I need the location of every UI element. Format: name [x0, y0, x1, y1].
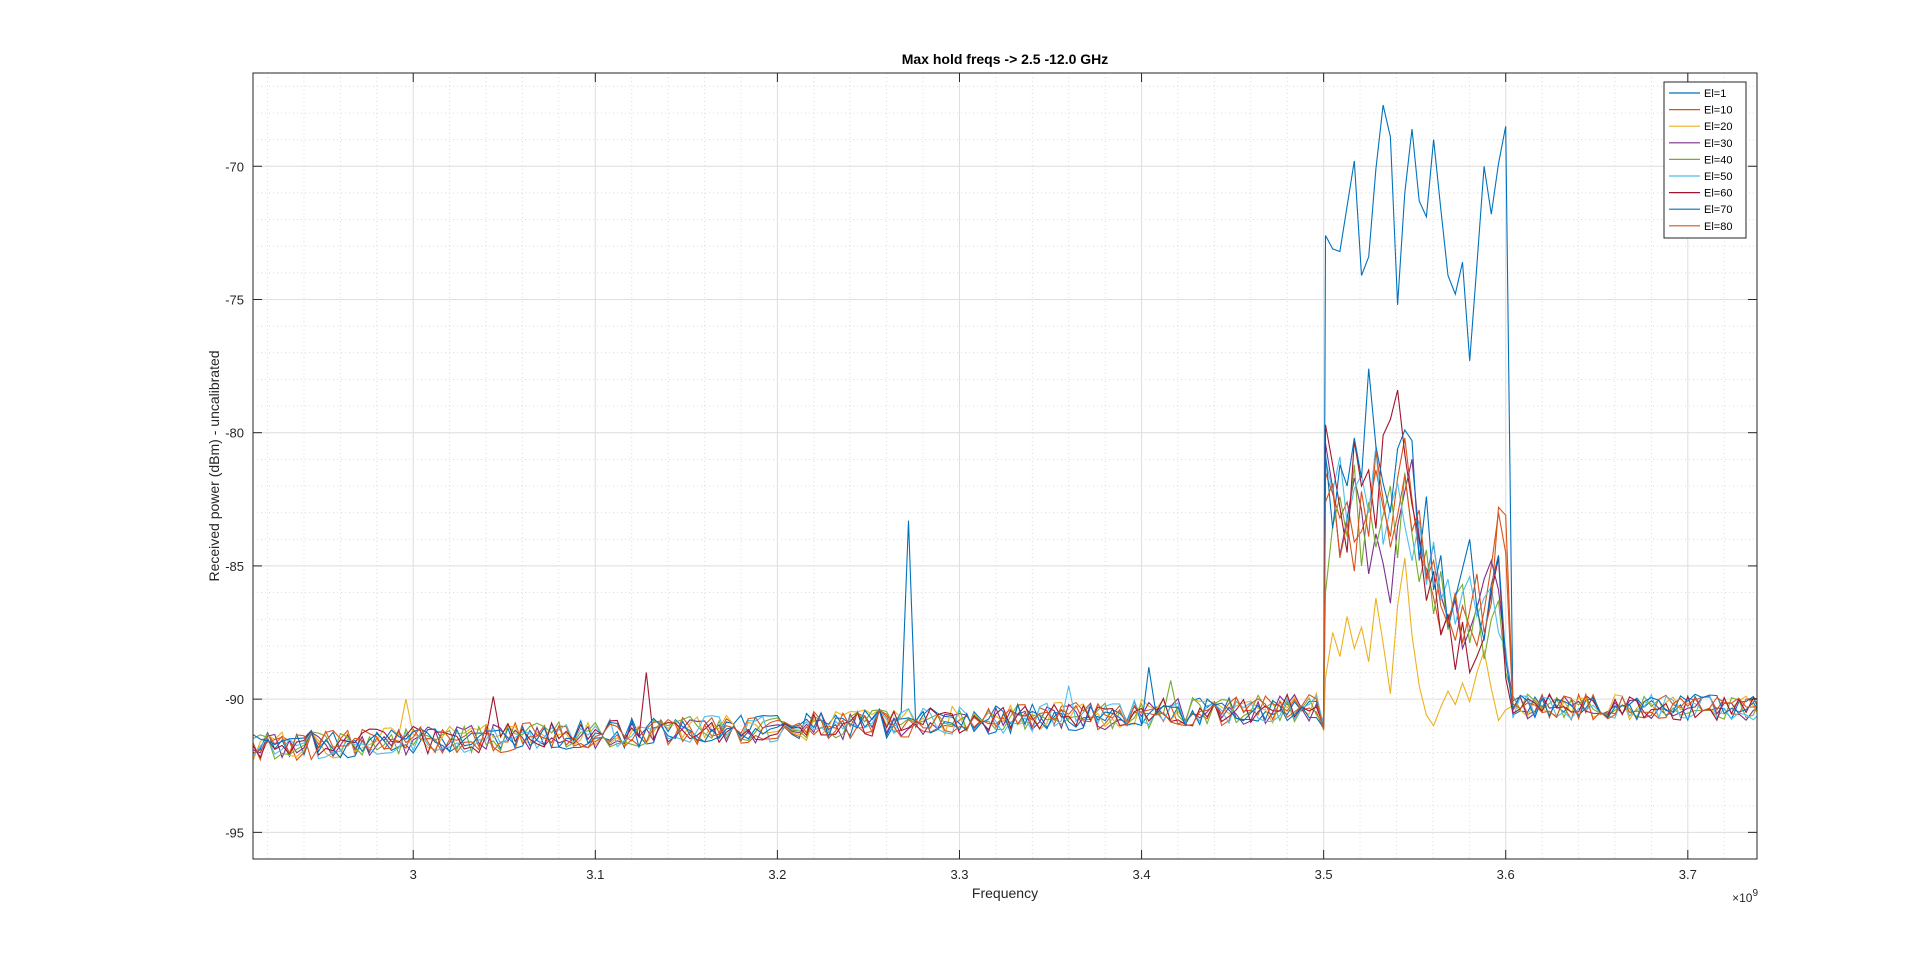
y-axis-label: Received power (dBm) - uncalibrated	[206, 350, 222, 581]
series-line-el-20	[253, 557, 1757, 761]
legend-label: El=40	[1704, 154, 1732, 166]
series-line-el-50	[253, 445, 1757, 760]
y-tick-label: -90	[225, 692, 244, 707]
x-exponent-label: ×109	[1732, 888, 1758, 905]
legend-label: El=50	[1704, 171, 1732, 183]
y-tick-label: -70	[225, 159, 244, 174]
x-axis-label: Frequency	[972, 885, 1038, 901]
legend-label: El=30	[1704, 138, 1732, 150]
series-layer	[253, 104, 1757, 762]
x-tick-label: 3	[410, 867, 417, 882]
x-exponent-base: ×10	[1732, 891, 1753, 905]
legend: El=1 El=10 El=20 El=30 El=40 El=50 El=60 El=70 E…	[1663, 81, 1747, 239]
y-tick-labels: -95 -90 -85 -80 -75 -70	[225, 159, 244, 840]
ticks	[253, 73, 1757, 859]
series-line-el-10	[253, 437, 1757, 762]
legend-box	[1663, 81, 1747, 239]
y-tick-label: -85	[225, 559, 244, 574]
y-tick-label: -75	[225, 292, 244, 307]
x-tick-label: 3.6	[1497, 867, 1515, 882]
x-tick-label: 3.3	[950, 867, 968, 882]
major-grid	[253, 73, 1757, 859]
x-exponent-power: 9	[1752, 888, 1758, 899]
legend-label: El=20	[1704, 121, 1732, 133]
legend-label: El=80	[1704, 221, 1732, 233]
series-line-el-80	[253, 451, 1757, 761]
x-tick-labels: 3 3.1 3.2 3.3 3.4 3.5 3.6 3.7	[410, 867, 1697, 882]
series-line-el-70	[253, 368, 1757, 759]
chart-title: Max hold freqs -> 2.5 -12.0 GHz	[902, 51, 1109, 67]
legend-label: El=10	[1704, 105, 1732, 117]
x-tick-label: 3.4	[1133, 867, 1151, 882]
y-tick-label: -95	[225, 825, 244, 840]
series-line-el-40	[253, 464, 1757, 760]
plot-frame	[252, 72, 1758, 860]
x-tick-label: 3.1	[586, 867, 604, 882]
legend-label: El=60	[1704, 188, 1732, 200]
legend-label: El=1	[1704, 88, 1726, 100]
x-tick-label: 3.7	[1679, 867, 1697, 882]
x-tick-label: 3.2	[768, 867, 786, 882]
x-tick-label: 3.5	[1315, 867, 1333, 882]
series-line-el-60	[253, 389, 1757, 759]
legend-label: El=70	[1704, 204, 1732, 216]
y-tick-label: -80	[225, 426, 244, 441]
